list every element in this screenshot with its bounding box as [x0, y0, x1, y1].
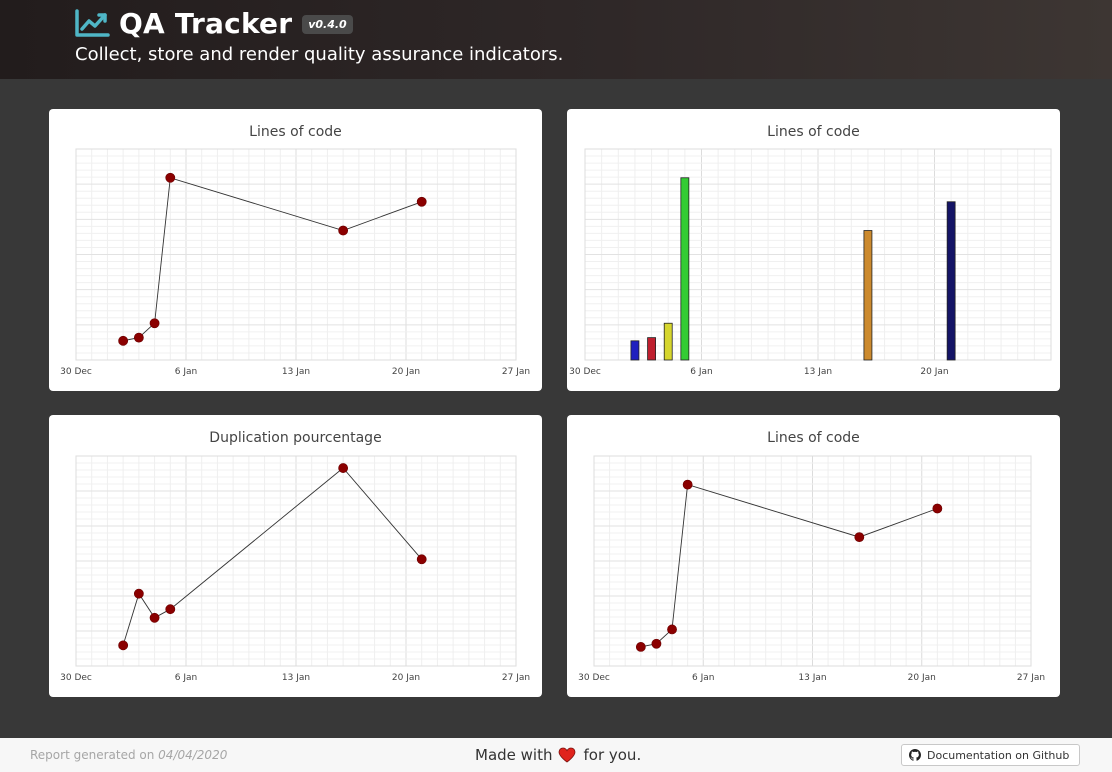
made-with-suffix: for you.: [583, 746, 642, 764]
data-point: [118, 335, 129, 346]
x-tick-label: 6 Jan: [690, 367, 712, 377]
data-point: [667, 624, 677, 635]
x-tick-label: 6 Jan: [175, 673, 197, 683]
chart-grid: [593, 455, 1032, 667]
data-point: [338, 225, 349, 236]
data-point: [165, 172, 176, 183]
plot-border: [75, 148, 517, 361]
data-point: [149, 612, 160, 623]
x-tick-label: 30 Dec: [60, 367, 92, 377]
report-date: 04/04/2020: [158, 748, 228, 762]
plot-border: [584, 148, 1052, 361]
data-point: [932, 503, 943, 514]
data-point: [133, 588, 144, 599]
bar: [863, 230, 873, 361]
chart-grid: [584, 148, 1052, 361]
bar: [946, 201, 956, 361]
app-header: QA Tracker v0.4.0 Collect, store and ren…: [0, 0, 1112, 79]
chart-line-icon: [75, 9, 110, 37]
data-point: [682, 479, 693, 490]
data-point: [416, 196, 427, 207]
report-generated-text: Report generated on 04/04/2020: [30, 748, 227, 762]
chart-card-3: Duplication pourcentage 30 Dec 6 Jan 13 Ja…: [49, 415, 542, 697]
plot-border: [593, 455, 1032, 667]
data-point: [133, 332, 144, 343]
bar: [647, 337, 656, 361]
documentation-github-button[interactable]: Documentation on Github: [901, 744, 1081, 766]
chart-title: Duplication pourcentage: [209, 430, 382, 446]
footer: Report generated on 04/04/2020 Made with…: [0, 738, 1112, 772]
brand: QA Tracker v0.4.0: [74, 6, 353, 40]
chart-card-4: Lines of code 30 Dec 6 Jan 13 Jan 20 Jan 27 …: [567, 415, 1060, 697]
x-tick-label: 6 Jan: [175, 367, 197, 377]
x-tick-label: 13 Jan: [282, 367, 310, 377]
series-line: [122, 467, 423, 646]
data-point: [165, 604, 176, 615]
x-tick-label: 27 Jan: [502, 673, 530, 683]
x-tick-label: 30 Dec: [569, 367, 601, 377]
report-prefix: Report generated on: [30, 748, 155, 762]
x-tick-label: 20 Jan: [920, 367, 948, 377]
version-badge: v0.4.0: [302, 14, 353, 34]
series-line: [640, 484, 938, 648]
plot-border: [75, 455, 517, 667]
chart-4-plot: 30 Dec 6 Jan 13 Jan 20 Jan 27 Jan: [578, 455, 1045, 683]
chart-grid: [75, 455, 517, 667]
x-tick-label: 6 Jan: [692, 673, 714, 683]
chart-card-2: Lines of code 30 Dec 6 Jan 13 Jan 20 Jan: [567, 109, 1060, 391]
data-point: [651, 638, 662, 649]
data-point: [416, 554, 427, 565]
made-with-text: Made with for you.: [475, 746, 641, 764]
x-tick-label: 20 Jan: [392, 367, 420, 377]
x-tick-label: 13 Jan: [282, 673, 310, 683]
chart-title: Lines of code: [767, 124, 860, 140]
app-title: QA Tracker: [119, 6, 293, 40]
data-point: [338, 463, 349, 473]
x-tick-label: 30 Dec: [60, 673, 92, 683]
chart-title: Lines of code: [767, 430, 860, 446]
made-with-prefix: Made with: [475, 746, 553, 764]
chart-1-plot: 30 Dec 6 Jan 13 Jan 20 Jan 27 Jan: [60, 148, 530, 377]
data-point: [635, 642, 646, 652]
x-tick-label: 20 Jan: [392, 673, 420, 683]
chart-2-plot: 30 Dec 6 Jan 13 Jan 20 Jan: [569, 148, 1052, 377]
bar: [680, 177, 690, 361]
heart-icon: [559, 747, 576, 763]
x-tick-label: 27 Jan: [502, 367, 530, 377]
series-line: [123, 177, 422, 342]
chart-grid: [75, 148, 517, 361]
data-point: [149, 318, 160, 329]
app-subtitle: Collect, store and render quality assura…: [75, 44, 564, 65]
chart-3-plot: 30 Dec 6 Jan 13 Jan 20 Jan 27 Jan: [60, 455, 530, 683]
x-tick-label: 13 Jan: [798, 673, 826, 683]
x-tick-label: 27 Jan: [1017, 673, 1045, 683]
data-point: [854, 532, 865, 543]
bar: [663, 322, 673, 361]
data-point: [118, 640, 129, 651]
github-icon: [909, 749, 921, 761]
bar: [630, 340, 640, 361]
x-tick-label: 13 Jan: [804, 367, 832, 377]
chart-card-1: Lines of code 30 Dec 6 Jan 13 Jan 20 Jan 27 …: [49, 109, 542, 391]
doc-button-label: Documentation on Github: [927, 748, 1070, 762]
x-tick-label: 20 Jan: [908, 673, 936, 683]
x-tick-label: 30 Dec: [578, 673, 610, 683]
chart-title: Lines of code: [249, 124, 342, 140]
